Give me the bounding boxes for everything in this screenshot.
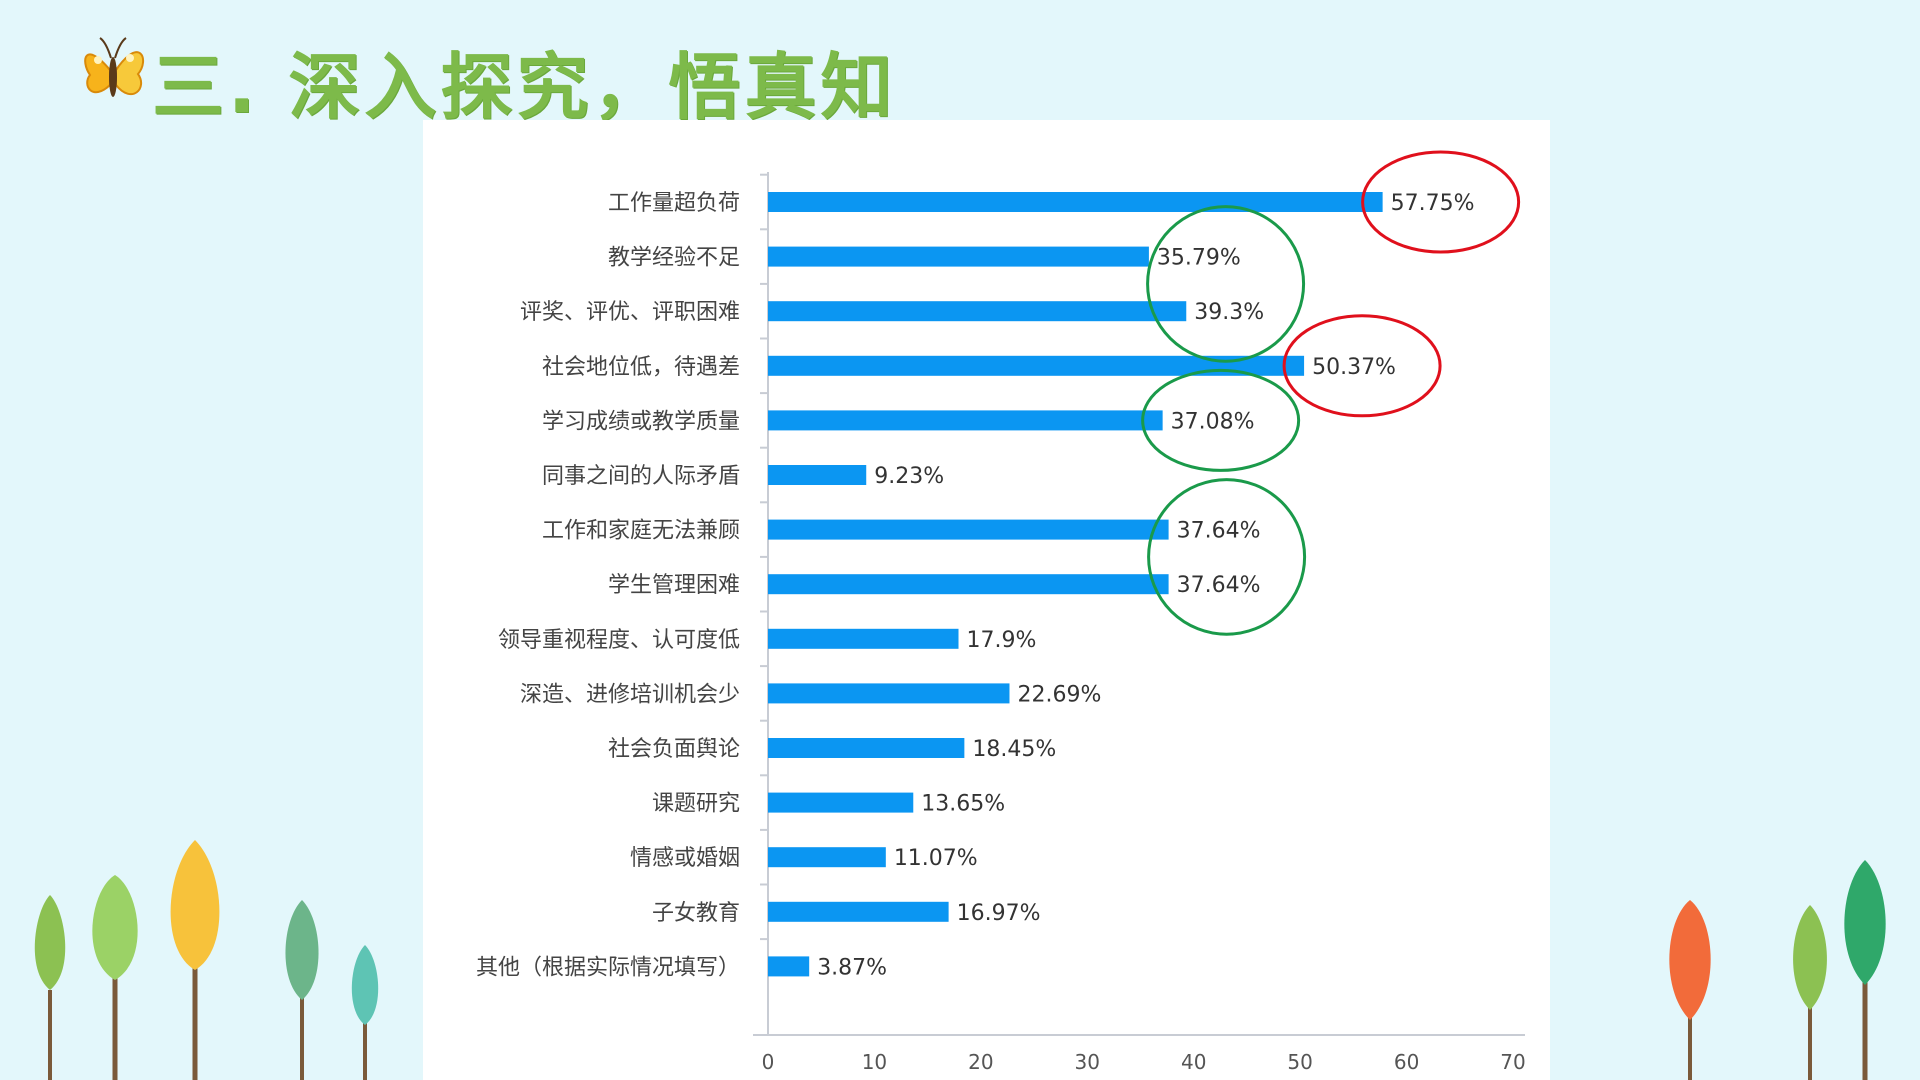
value-label: 11.07% [894,846,978,871]
value-label: 37.64% [1177,519,1261,544]
chart-card: 工作量超负荷 57.75% 教学经验不足 35.79% 评奖、评优、评职困难 39.3% 社… [423,120,1550,1080]
value-label: 17.9% [967,628,1037,653]
category-label: 课题研究 [652,792,740,817]
annotation-circle [1146,205,1306,363]
category-label: 学生管理困难 [608,573,740,598]
bar-chart: 工作量超负荷 57.75% 教学经验不足 35.79% 评奖、评优、评职困难 39.3% 社… [476,150,1526,1074]
bar [768,246,1149,267]
value-label: 50.37% [1312,355,1396,380]
value-label: 13.65% [921,792,1005,817]
bar [768,410,1163,431]
bar [768,901,949,922]
value-label: 57.75% [1391,191,1475,216]
x-tick-label: 30 [1075,1050,1100,1074]
category-label: 同事之间的人际矛盾 [542,464,740,489]
category-label: 工作和家庭无法兼顾 [542,519,740,544]
value-label: 22.69% [1017,682,1101,707]
slide-title: 三. 深入探究，悟真知 [152,45,897,129]
category-label: 评奖、评优、评职困难 [520,300,740,325]
value-label: 37.08% [1171,409,1255,434]
category-label: 教学经验不足 [608,246,740,271]
value-label: 35.79% [1157,246,1241,271]
value-label: 18.45% [972,737,1056,762]
value-label: 3.87% [817,955,887,980]
bar [768,738,965,758]
value-label: 39.3% [1194,300,1264,325]
bar [768,301,1187,322]
bar [768,628,959,649]
bar [768,519,1169,540]
butterfly-icon [80,30,150,110]
category-label: 工作量超负荷 [608,191,740,216]
bar [768,465,867,485]
value-label: 16.97% [957,901,1041,926]
category-label: 其他（根据实际情况填写） [476,955,740,980]
category-label: 子女教育 [652,901,740,926]
bar [768,956,810,977]
value-label: 9.23% [874,464,944,489]
annotation-circle [1141,368,1301,472]
x-tick-label: 70 [1500,1050,1525,1074]
x-tick-label: 40 [1181,1050,1206,1074]
value-label: 37.64% [1177,573,1261,598]
x-tick-label: 0 [762,1050,775,1074]
bar [768,192,1383,212]
bar [768,355,1305,376]
category-label: 领导重视程度、认可度低 [498,628,740,653]
bar [768,574,1169,595]
annotation-circle [1147,478,1307,636]
x-tick-label: 10 [862,1050,887,1074]
category-label: 学习成绩或教学质量 [542,409,740,434]
decorative-trees-left [34,840,379,1080]
bar [768,792,914,813]
category-label: 社会负面舆论 [608,737,740,762]
x-tick-label: 50 [1287,1050,1312,1074]
decorative-trees-right [1669,860,1886,1080]
bar [768,847,886,868]
x-tick-label: 60 [1394,1050,1419,1074]
annotation-circle [1361,150,1521,254]
bar [768,683,1010,704]
annotation-circle [1282,314,1442,418]
category-label: 情感或婚姻 [630,846,740,871]
category-label: 深造、进修培训机会少 [520,682,740,707]
category-label: 社会地位低，待遇差 [542,355,740,380]
x-tick-label: 20 [968,1050,993,1074]
